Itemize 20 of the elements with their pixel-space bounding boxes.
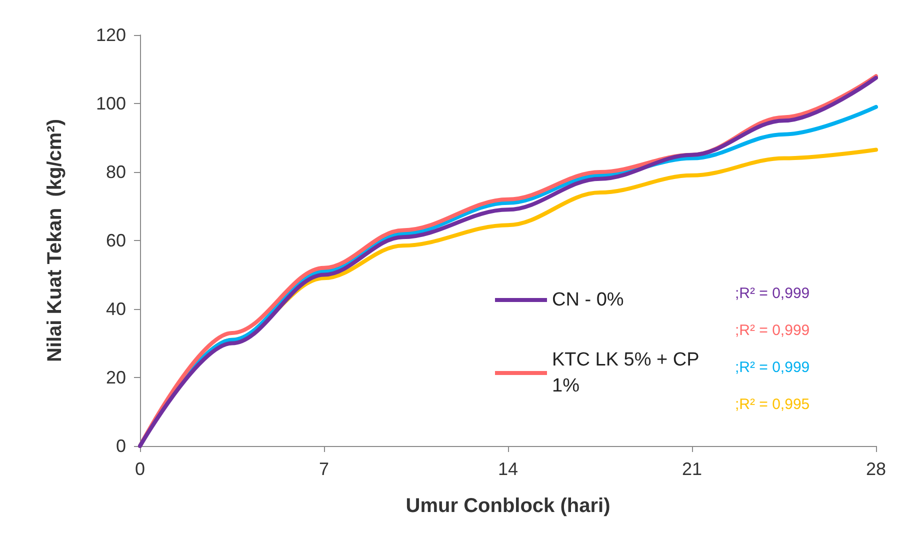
x-tick-label: 28 — [866, 459, 886, 479]
y-tick-label: 20 — [106, 368, 126, 388]
y-axis-title: Nilai Kuat Tekan (kg/cm²) — [44, 118, 66, 362]
y-tick-label: 40 — [106, 299, 126, 319]
annotation: ;R² = 0,995 — [735, 396, 810, 413]
x-axis-title: Umur Conblock (hari) — [406, 495, 610, 517]
y-tick-label: 100 — [96, 94, 126, 114]
annotation: ;R² = 0,999 — [735, 359, 810, 376]
y-tick-label: 80 — [106, 162, 126, 182]
legend-label: CN - 0% — [552, 290, 624, 310]
x-tick-label: 0 — [134, 459, 146, 479]
legend-label: KTC LK 5% + CP 1% — [552, 350, 704, 396]
annotation: ;R² = 0,999 — [735, 285, 810, 302]
y-tick-label: 0 — [116, 436, 126, 456]
x-tick-label: 21 — [682, 459, 702, 479]
x-tick-label: 7 — [318, 459, 330, 479]
x-tick-label: 14 — [498, 459, 518, 479]
annotation: ;R² = 0,999 — [735, 322, 810, 339]
y-tick-label: 60 — [106, 230, 126, 250]
y-tick-label: 120 — [96, 25, 126, 45]
